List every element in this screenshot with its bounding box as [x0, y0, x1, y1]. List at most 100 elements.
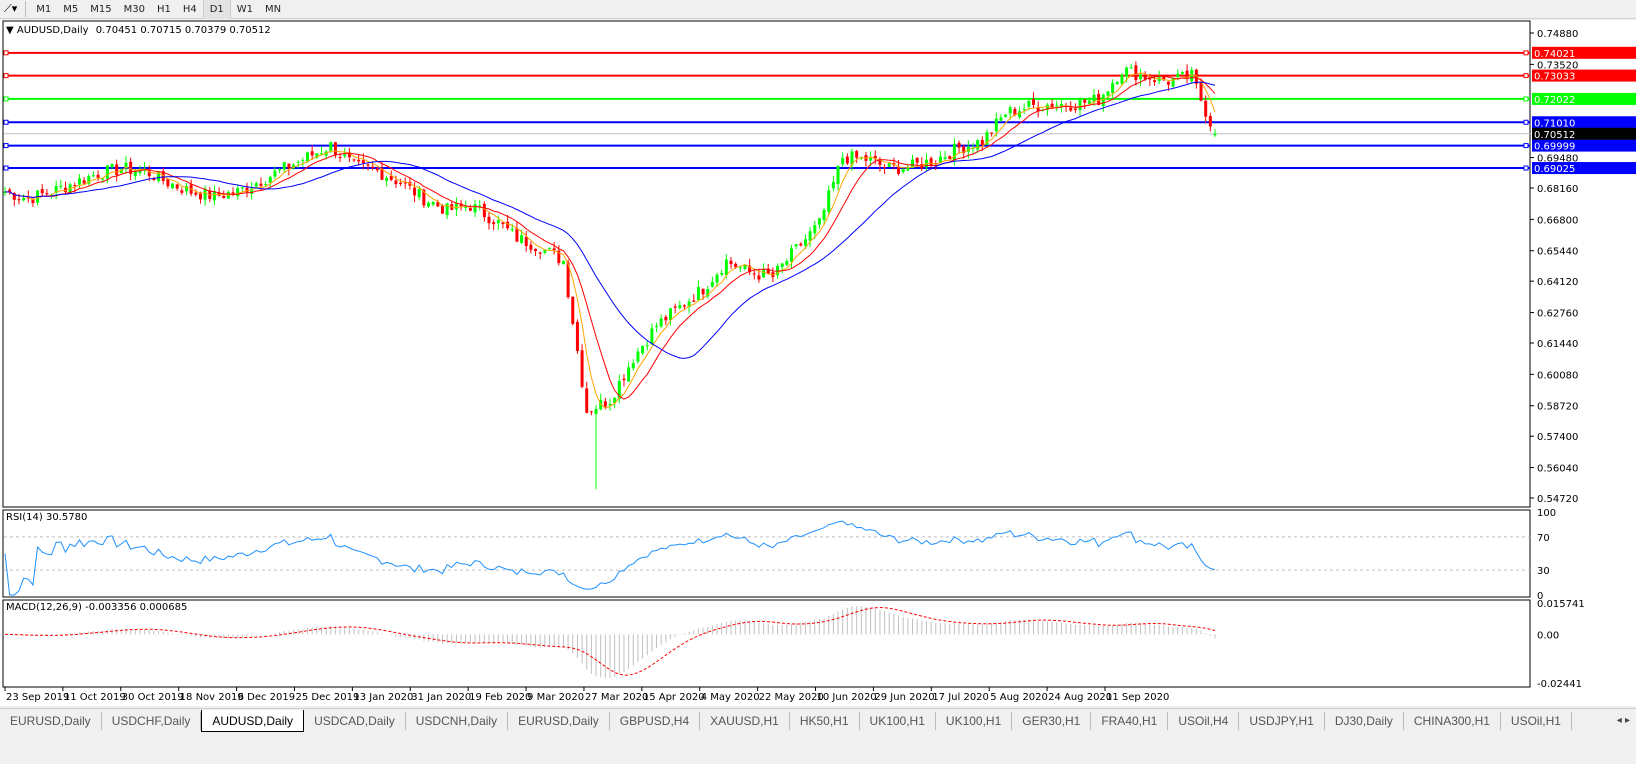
drawing-tools-icon[interactable]: ⟋▾ — [4, 2, 18, 15]
ohlc-label: 0.70451 0.70715 0.70379 0.70512 — [95, 25, 271, 36]
candle-body — [282, 162, 286, 170]
candle-body — [575, 321, 579, 352]
candle-body — [501, 222, 505, 225]
tab-gbpusd-h4[interactable]: GBPUSD,H4 — [610, 711, 701, 730]
candle-body — [180, 190, 184, 193]
tab-scroll-arrows[interactable]: ◂ ▸ — [1616, 715, 1630, 726]
candle-body — [161, 171, 165, 181]
date-tick-label: 29 Jun 2020 — [874, 692, 934, 703]
chart-window[interactable]: 0.74021 0.73033 0.72022 0.71010 0.69999 0.690… — [0, 20, 1636, 706]
collapse-icon[interactable]: ▼ — [6, 25, 14, 36]
candle-body — [650, 328, 654, 345]
tab-china300-h1[interactable]: CHINA300,H1 — [1404, 711, 1501, 730]
date-tick-label: 30 Oct 2019 — [122, 692, 184, 703]
candle-body — [175, 184, 179, 189]
timeframe-h1[interactable]: H1 — [156, 3, 171, 15]
level-handle-left — [3, 143, 9, 149]
candle-body — [850, 151, 854, 165]
timeframe-m15[interactable]: M15 — [90, 3, 112, 15]
timeframe-d1[interactable]: D1 — [202, 0, 231, 19]
candle-body — [938, 156, 942, 164]
candle-body — [40, 189, 44, 194]
tab-hk50-h1[interactable]: HK50,H1 — [790, 711, 860, 730]
candle-body — [1111, 82, 1115, 93]
candle-body — [245, 187, 249, 193]
level-price-tag — [1532, 162, 1636, 175]
level-handle-right — [1523, 119, 1529, 125]
chart-canvas[interactable]: 0.74021 0.73033 0.72022 0.71010 0.69999 0.690… — [0, 20, 1636, 706]
candle-body — [73, 185, 77, 187]
candle-body — [91, 175, 95, 177]
candle-body — [994, 118, 998, 132]
timeframe-m30[interactable]: M30 — [123, 3, 145, 15]
candle-body — [999, 117, 1003, 121]
chart-header: ▼ AUDUSD,Daily 0.70451 0.70715 0.70379 0… — [6, 25, 271, 36]
candle-body — [878, 160, 882, 165]
tab-audusd-daily[interactable]: AUDUSD,Daily — [201, 709, 305, 732]
candle-body — [808, 231, 812, 241]
timeframe-m1[interactable]: M1 — [36, 3, 52, 15]
candle-body — [436, 202, 440, 207]
level-handle-right — [1523, 143, 1529, 149]
date-tick-label: 11 Oct 2019 — [64, 692, 126, 703]
timeframe-h4[interactable]: H4 — [182, 3, 197, 15]
timeframe-mn[interactable]: MN — [265, 3, 282, 15]
candle-body — [422, 189, 426, 206]
tab-uk100-h1[interactable]: UK100,H1 — [860, 711, 936, 730]
timeframe-m5[interactable]: M5 — [63, 3, 79, 15]
candle-body — [734, 263, 738, 268]
level-handle-right — [1523, 96, 1529, 102]
level-price-label: 0.73033 — [1534, 72, 1575, 83]
date-tick-label: 4 May 2020 — [701, 692, 760, 703]
date-tick-label: 11 Sep 2020 — [1106, 692, 1169, 703]
candle-body — [794, 244, 798, 247]
tab-xauusd-h1[interactable]: XAUUSD,H1 — [700, 711, 790, 730]
candle-body — [915, 157, 919, 163]
tab-usdjpy-h1[interactable]: USDJPY,H1 — [1239, 711, 1325, 730]
price-tick-label: 0.60080 — [1537, 370, 1578, 381]
level-handle-right — [1523, 50, 1529, 56]
price-tick-label: 0.68160 — [1537, 184, 1578, 195]
candle-body — [1087, 100, 1091, 105]
candle-body — [54, 185, 58, 193]
candle-body — [115, 164, 119, 175]
candle-body — [82, 180, 86, 184]
macd-tick-label: 0.00 — [1537, 630, 1559, 641]
candle-body — [841, 157, 845, 165]
tab-usdchf-daily[interactable]: USDCHF,Daily — [102, 711, 202, 730]
candle-body — [1162, 75, 1166, 81]
candle-body — [250, 188, 254, 195]
tab-eurusd-daily[interactable]: EURUSD,Daily — [508, 711, 610, 730]
candle-body — [706, 289, 710, 297]
tab-usoil-h1[interactable]: USOil,H1 — [1501, 711, 1572, 730]
candle-body — [1092, 94, 1096, 103]
rsi-tick-label: 0 — [1537, 591, 1543, 602]
candle-body — [87, 176, 91, 184]
candle-body — [319, 153, 323, 155]
tab-fra40-h1[interactable]: FRA40,H1 — [1091, 711, 1169, 730]
timeframe-w1[interactable]: W1 — [236, 3, 254, 15]
candle-body — [827, 190, 831, 212]
tab-dj30-daily[interactable]: DJ30,Daily — [1325, 711, 1404, 730]
tab-uk100-h1[interactable]: UK100,H1 — [936, 711, 1013, 730]
candle-body — [194, 192, 198, 195]
macd-signal-line — [4, 607, 1216, 676]
date-tick-label: 31 Jan 2020 — [411, 692, 471, 703]
candle-body — [454, 203, 458, 210]
candle-body — [883, 167, 887, 169]
candle-body — [152, 178, 156, 181]
date-tick-label: 19 Feb 2020 — [469, 692, 531, 703]
tab-eurusd-daily[interactable]: EURUSD,Daily — [0, 711, 102, 730]
candle-body — [394, 180, 398, 185]
price-tick-label: 0.56040 — [1537, 464, 1578, 475]
tab-usdcnh-daily[interactable]: USDCNH,Daily — [406, 711, 509, 730]
candle-body — [129, 161, 133, 174]
tab-ger30-h1[interactable]: GER30,H1 — [1012, 711, 1092, 730]
candle-body — [957, 142, 961, 148]
candle-body — [743, 264, 747, 269]
candle-body — [790, 248, 793, 262]
price-tick-label: 0.61440 — [1537, 339, 1578, 350]
tab-usdcad-daily[interactable]: USDCAD,Daily — [304, 711, 406, 730]
candle-body — [59, 185, 63, 187]
tab-usoil-h4[interactable]: USOil,H4 — [1168, 711, 1240, 730]
